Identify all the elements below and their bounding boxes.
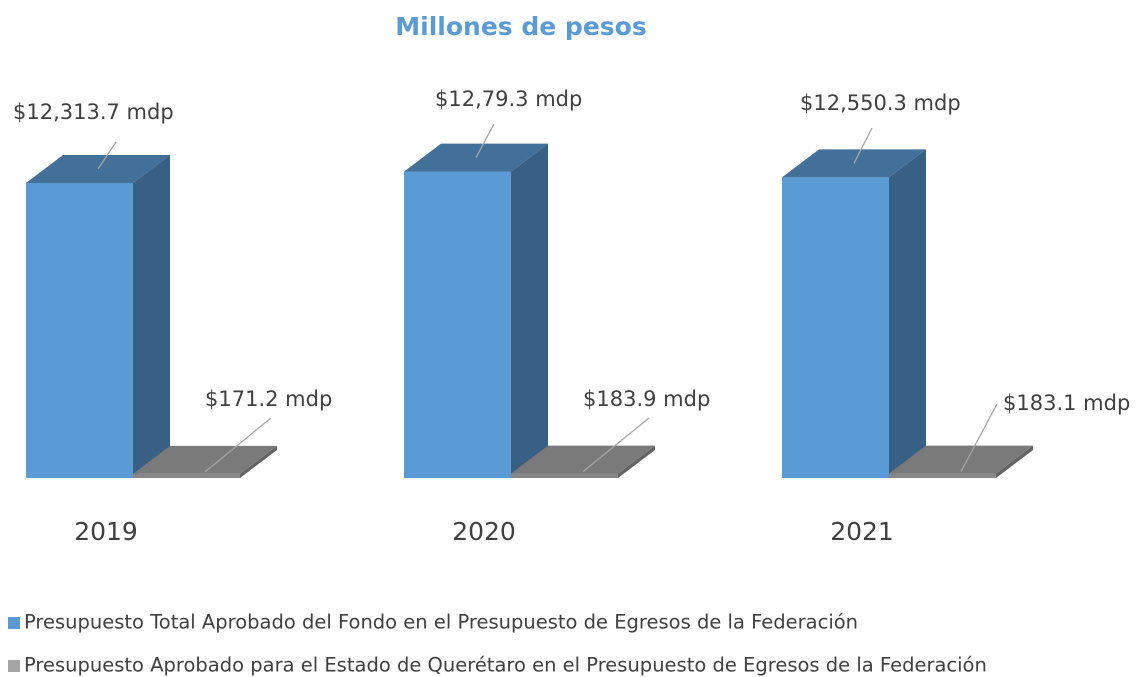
bar-side — [240, 445, 277, 478]
data-label: $12,313.7 mdp — [13, 100, 174, 124]
data-label: $12,550.3 mdp — [800, 91, 961, 115]
bar-side — [996, 445, 1033, 478]
bar — [133, 473, 240, 478]
legend-label: Presupuesto Total Aprobado del Fondo en … — [24, 611, 858, 634]
leader-line — [475, 123, 495, 158]
data-label: $12,79.3 mdp — [435, 87, 582, 111]
bar-side — [889, 149, 926, 478]
leader-line — [97, 141, 117, 170]
x-tick-label: 2019 — [74, 517, 138, 546]
bar — [889, 473, 996, 478]
bar — [511, 473, 618, 478]
data-label: $183.9 mdp — [583, 387, 710, 411]
x-tick-label: 2021 — [830, 517, 894, 546]
bar-top — [133, 445, 277, 474]
leader-line — [853, 127, 873, 164]
bar — [782, 177, 889, 478]
data-label: $171.2 mdp — [205, 387, 332, 411]
legend-label: Presupuesto Aprobado para el Estado de Q… — [24, 654, 987, 677]
chart-title: Millones de pesos — [395, 12, 646, 41]
legend-swatch — [8, 660, 20, 672]
legend-swatch — [8, 617, 20, 629]
bar-side — [511, 143, 548, 478]
leader-line — [960, 403, 998, 472]
bar — [404, 171, 511, 478]
bar-top — [511, 445, 655, 474]
leader-line — [582, 417, 650, 473]
bar-side — [133, 155, 170, 478]
bar-side — [618, 445, 655, 478]
bar-top — [889, 445, 1033, 474]
data-label: $183.1 mdp — [1003, 391, 1130, 415]
leader-line — [204, 417, 272, 473]
bar — [26, 183, 133, 478]
x-tick-label: 2020 — [452, 517, 516, 546]
